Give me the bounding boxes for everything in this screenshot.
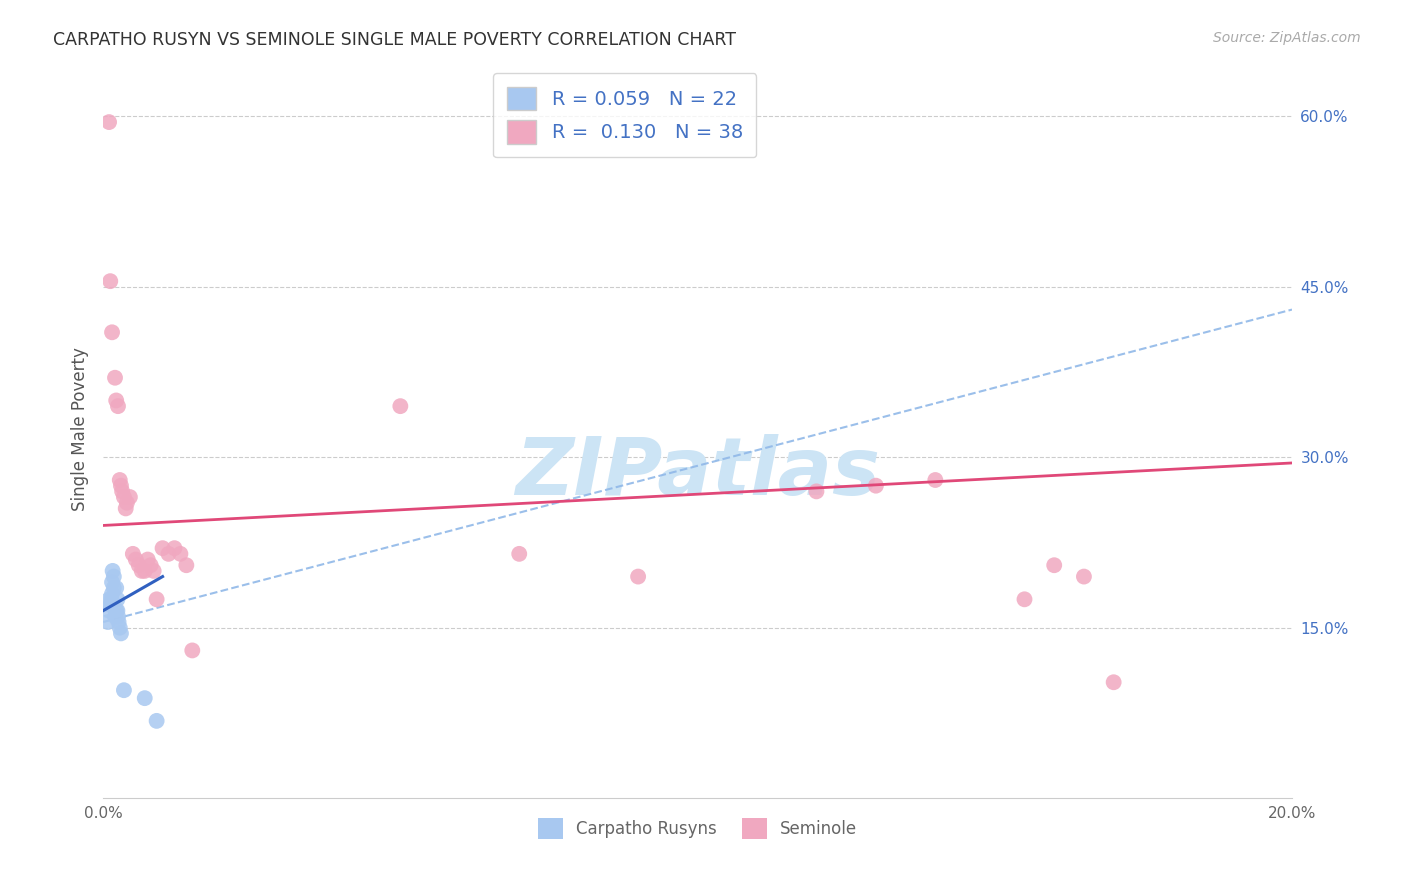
Point bbox=[108, 473, 131, 487]
Point bbox=[806, 484, 828, 499]
Point bbox=[1102, 675, 1125, 690]
Point bbox=[134, 691, 156, 706]
Point bbox=[145, 592, 167, 607]
Point bbox=[111, 484, 134, 499]
Point bbox=[169, 547, 191, 561]
Point bbox=[100, 592, 122, 607]
Point bbox=[145, 714, 167, 728]
Point bbox=[115, 496, 138, 510]
Point bbox=[107, 615, 129, 629]
Point bbox=[627, 569, 650, 583]
Text: Source: ZipAtlas.com: Source: ZipAtlas.com bbox=[1213, 31, 1361, 45]
Point bbox=[118, 490, 141, 504]
Point bbox=[98, 274, 121, 288]
Point bbox=[125, 552, 148, 566]
Point bbox=[105, 604, 128, 618]
Point bbox=[101, 575, 124, 590]
Legend: Carpatho Rusyns, Seminole: Carpatho Rusyns, Seminole bbox=[531, 812, 865, 846]
Point bbox=[865, 478, 887, 492]
Point bbox=[108, 621, 131, 635]
Point bbox=[112, 490, 135, 504]
Point bbox=[105, 393, 128, 408]
Point bbox=[157, 547, 180, 561]
Point bbox=[136, 552, 159, 566]
Point bbox=[152, 541, 174, 556]
Point bbox=[104, 370, 127, 384]
Point bbox=[110, 478, 132, 492]
Point bbox=[103, 569, 125, 583]
Point bbox=[105, 581, 128, 595]
Point bbox=[114, 501, 136, 516]
Point bbox=[105, 592, 128, 607]
Point bbox=[389, 399, 412, 413]
Point bbox=[107, 399, 129, 413]
Point bbox=[97, 615, 120, 629]
Point bbox=[110, 626, 132, 640]
Point bbox=[107, 609, 129, 624]
Point bbox=[1073, 569, 1095, 583]
Point bbox=[508, 547, 530, 561]
Point bbox=[134, 564, 156, 578]
Point bbox=[121, 547, 143, 561]
Point bbox=[128, 558, 150, 573]
Y-axis label: Single Male Poverty: Single Male Poverty bbox=[72, 347, 89, 511]
Point bbox=[104, 609, 127, 624]
Point bbox=[98, 592, 121, 607]
Point bbox=[163, 541, 186, 556]
Point bbox=[1014, 592, 1036, 607]
Point bbox=[98, 115, 121, 129]
Point bbox=[101, 326, 124, 340]
Point bbox=[176, 558, 198, 573]
Point bbox=[142, 564, 165, 578]
Point bbox=[112, 683, 135, 698]
Text: ZIPatlas: ZIPatlas bbox=[515, 434, 880, 512]
Point bbox=[131, 564, 153, 578]
Point bbox=[105, 604, 128, 618]
Point bbox=[103, 581, 125, 595]
Point bbox=[101, 564, 124, 578]
Point bbox=[181, 643, 204, 657]
Point bbox=[98, 598, 121, 612]
Point bbox=[924, 473, 946, 487]
Point bbox=[98, 604, 121, 618]
Point bbox=[139, 558, 162, 573]
Text: CARPATHO RUSYN VS SEMINOLE SINGLE MALE POVERTY CORRELATION CHART: CARPATHO RUSYN VS SEMINOLE SINGLE MALE P… bbox=[53, 31, 737, 49]
Point bbox=[1043, 558, 1066, 573]
Point bbox=[101, 586, 124, 600]
